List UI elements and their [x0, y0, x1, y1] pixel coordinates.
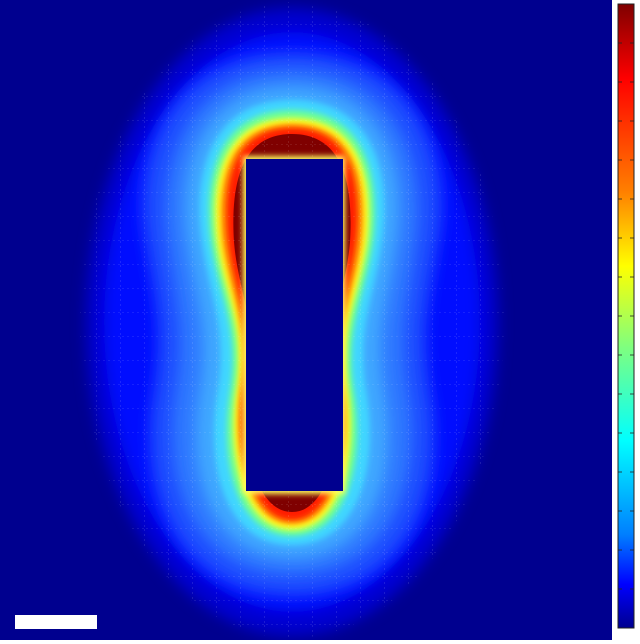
- colorbar: [612, 0, 640, 640]
- scale-bar: [15, 615, 97, 629]
- colorbar-svg: [612, 0, 640, 640]
- field-intensity-plot: [0, 0, 612, 640]
- object-rectangle: [246, 159, 343, 491]
- colorbar-ticks: [618, 3, 634, 629]
